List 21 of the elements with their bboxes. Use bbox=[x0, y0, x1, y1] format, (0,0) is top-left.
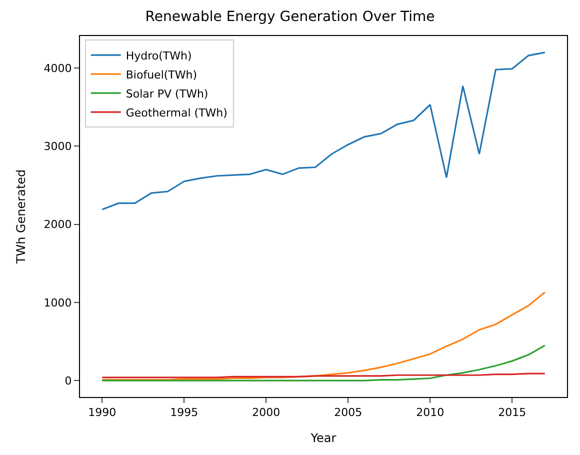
y-tick-label: 1000 bbox=[44, 296, 72, 310]
x-tick-label: 2010 bbox=[416, 406, 444, 420]
legend-label: Geothermal (TWh) bbox=[126, 106, 228, 120]
line-series bbox=[101, 52, 546, 210]
x-tick-label: 2000 bbox=[252, 406, 280, 420]
x-tick-label: 2015 bbox=[498, 406, 526, 420]
line-series bbox=[101, 291, 546, 381]
y-tick-label: 2000 bbox=[44, 218, 72, 232]
x-tick-label: 2005 bbox=[334, 406, 362, 420]
y-tick-label: 3000 bbox=[44, 140, 72, 154]
chart-title: Renewable Energy Generation Over Time bbox=[145, 9, 435, 26]
y-axis-title: TWh Generated bbox=[14, 169, 28, 265]
line-series bbox=[101, 344, 546, 382]
legend-label: Hydro(TWh) bbox=[126, 49, 192, 62]
x-axis-title: Year bbox=[310, 431, 336, 446]
legend-label: Solar PV (TWh) bbox=[126, 87, 208, 100]
y-tick-label: 4000 bbox=[44, 62, 72, 75]
legend-label: Biofuel(TWh) bbox=[126, 68, 198, 82]
y-tick-label: 0 bbox=[64, 374, 72, 388]
x-tick-label: 1990 bbox=[88, 406, 116, 420]
x-tick-label: 1995 bbox=[170, 406, 198, 420]
